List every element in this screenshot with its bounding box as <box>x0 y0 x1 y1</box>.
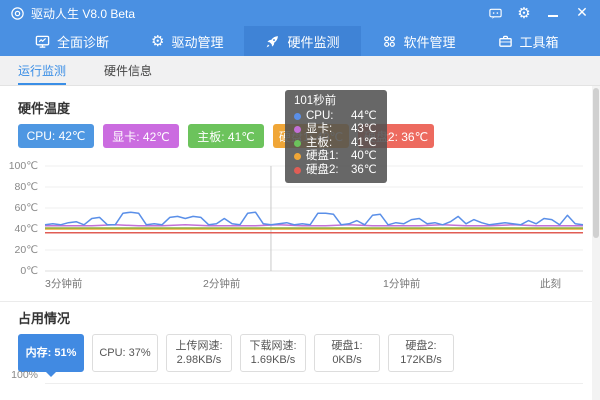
y-tick: 40℃ <box>14 223 38 235</box>
upload-speed-button[interactable]: 上传网速: 2.98KB/s <box>166 334 232 372</box>
content-area: 硬件温度 CPU: 42℃ 显卡: 42℃ 主板: 41℃ 硬盘1: 40℃ 硬… <box>0 86 600 400</box>
settings-gear-icon[interactable]: ⚙ <box>517 4 531 22</box>
monitor-icon <box>35 34 50 49</box>
disk2-series-dot-icon <box>294 166 301 174</box>
y-tick: 60℃ <box>14 202 38 214</box>
active-button-caret <box>46 372 56 377</box>
usage-buttons: 内存: 51% CPU: 37% 上传网速: 2.98KB/s 下载网速: 1.… <box>18 334 454 372</box>
window-title: 驱动人生 V8.0 Beta <box>31 6 136 21</box>
tooltip-row-disk1: 硬盘1: 40℃ <box>294 150 377 164</box>
mainboard-temp-button[interactable]: 主板: 41℃ <box>188 124 264 148</box>
y-tick: 0℃ <box>20 265 38 277</box>
y-tick: 80℃ <box>14 181 38 193</box>
cpu-usage-button[interactable]: CPU: 37% <box>92 334 158 372</box>
x-tick: 此刻 <box>540 278 561 290</box>
usage-chart-y-tick: 100% <box>11 369 38 381</box>
tooltip-row-mainboard: 主板: 41℃ <box>294 137 377 151</box>
gpu-temp-button[interactable]: 显卡: 42℃ <box>103 124 179 148</box>
nav-tab-label: 驱动管理 <box>171 34 224 50</box>
tooltip-row-disk2: 硬盘2: 36℃ <box>294 164 377 178</box>
subtab-running-monitor[interactable]: 运行监测 <box>18 56 67 85</box>
temperature-chart[interactable]: 100℃ 80℃ 60℃ 40℃ 20℃ 0℃ 3分钟前 2分钟前 1分钟前 此… <box>0 158 588 292</box>
x-tick: 1分钟前 <box>383 278 421 290</box>
tab-software-management[interactable]: 软件管理 <box>361 26 477 56</box>
tab-toolbox[interactable]: 工具箱 <box>477 26 580 56</box>
titlebar: 驱动人生 V8.0 Beta ⚙ ✕ <box>0 0 600 26</box>
temperature-section-title: 硬件温度 <box>18 101 71 116</box>
main-nav: 全面诊断 ⚙ 驱动管理 硬件监测 软件管理 工具箱 <box>0 26 600 56</box>
feedback-icon[interactable] <box>487 5 503 21</box>
y-tick: 20℃ <box>14 244 38 256</box>
disk1-series-dot-icon <box>294 153 301 161</box>
close-button[interactable]: ✕ <box>576 5 588 21</box>
y-tick: 100℃ <box>8 160 38 172</box>
tab-driver-management[interactable]: ⚙ 驱动管理 <box>130 26 244 56</box>
disk2-speed-button[interactable]: 硬盘2: 172KB/s <box>388 334 454 372</box>
rocket-icon <box>265 34 280 49</box>
mainboard-series-dot-icon <box>294 139 301 147</box>
nav-tab-label: 硬件监测 <box>287 34 340 50</box>
scrollbar-thumb[interactable] <box>593 88 599 238</box>
sub-tabs: 运行监测 硬件信息 <box>0 56 600 86</box>
scrollbar-track[interactable] <box>592 86 600 400</box>
app-logo-icon <box>10 6 25 21</box>
section-divider <box>0 301 600 302</box>
nav-tab-label: 全面诊断 <box>57 34 110 50</box>
download-speed-button[interactable]: 下载网速: 1.69KB/s <box>240 334 306 372</box>
x-tick: 3分钟前 <box>45 278 83 290</box>
memory-usage-button[interactable]: 内存: 51% <box>18 334 84 372</box>
temperature-plot[interactable] <box>0 158 588 278</box>
tooltip-row-cpu: CPU: 44℃ <box>294 110 377 124</box>
cpu-temp-button[interactable]: CPU: 42℃ <box>18 124 94 148</box>
chart-tooltip: 101秒前 CPU: 44℃ 显卡: 43℃ 主板: 41℃ 硬盘1: 40℃ <box>285 90 387 183</box>
usage-section-title: 占用情况 <box>18 311 71 326</box>
nav-tab-label: 工具箱 <box>519 34 559 50</box>
usage-chart-gridline <box>45 383 583 384</box>
nav-tab-label: 软件管理 <box>403 34 456 50</box>
tab-hardware-monitor[interactable]: 硬件监测 <box>244 26 361 56</box>
disk1-speed-button[interactable]: 硬盘1: 0KB/s <box>314 334 380 372</box>
toolbox-icon <box>498 34 513 49</box>
minimize-button[interactable] <box>545 5 561 21</box>
software-icon <box>382 34 397 49</box>
tab-full-diagnosis[interactable]: 全面诊断 <box>14 26 130 56</box>
tooltip-time: 101秒前 <box>294 95 337 107</box>
gear-icon: ⚙ <box>151 32 165 50</box>
cpu-series-dot-icon <box>294 112 301 120</box>
x-tick: 2分钟前 <box>203 278 241 290</box>
tooltip-row-gpu: 显卡: 43℃ <box>294 123 377 137</box>
gpu-series-dot-icon <box>294 126 301 134</box>
subtab-hardware-info[interactable]: 硬件信息 <box>104 64 153 78</box>
